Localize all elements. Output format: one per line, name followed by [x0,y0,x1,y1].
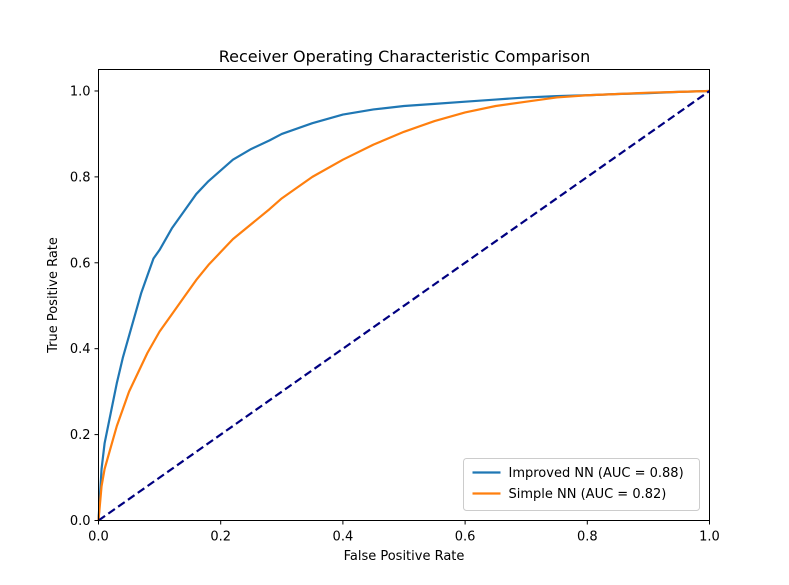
y-axis-label: True Positive Rate [46,237,61,354]
x-tick-label: 0.8 [577,530,598,545]
x-axis-label: False Positive Rate [344,549,465,564]
x-axis-ticks: 0.0 0.2 0.4 0.6 0.8 1.0 [88,520,720,545]
y-tick-label: 0.0 [70,514,91,529]
x-tick-label: 0.4 [333,530,354,545]
chance-diagonal-line [97,90,711,522]
y-tick-label: 0.8 [70,170,91,185]
x-tick-label: 0.0 [88,530,109,545]
series-line-1 [97,89,710,521]
x-tick-label: 0.2 [210,530,231,545]
y-tick-label: 0.4 [70,342,91,357]
series-line-0 [97,89,710,521]
chart-title: Receiver Operating Characteristic Compar… [219,47,591,66]
plot-area [98,69,710,521]
series-layer [97,89,711,522]
plot-frame [98,69,710,521]
y-tick-label: 0.6 [70,256,91,271]
legend: Improved NN (AUC = 0.88) Simple NN (AUC =… [463,458,700,511]
y-tick-label: 0.2 [70,428,91,443]
legend-box [463,458,700,511]
x-tick-label: 0.6 [455,530,476,545]
y-tick-label: 1.0 [70,84,91,99]
y-axis-ticks: 0.0 0.2 0.4 0.6 0.8 1.0 [70,84,99,529]
legend-label: Improved NN (AUC = 0.88) [509,466,684,481]
x-tick-label: 1.0 [699,530,720,545]
legend-label: Simple NN (AUC = 0.82) [509,487,667,502]
